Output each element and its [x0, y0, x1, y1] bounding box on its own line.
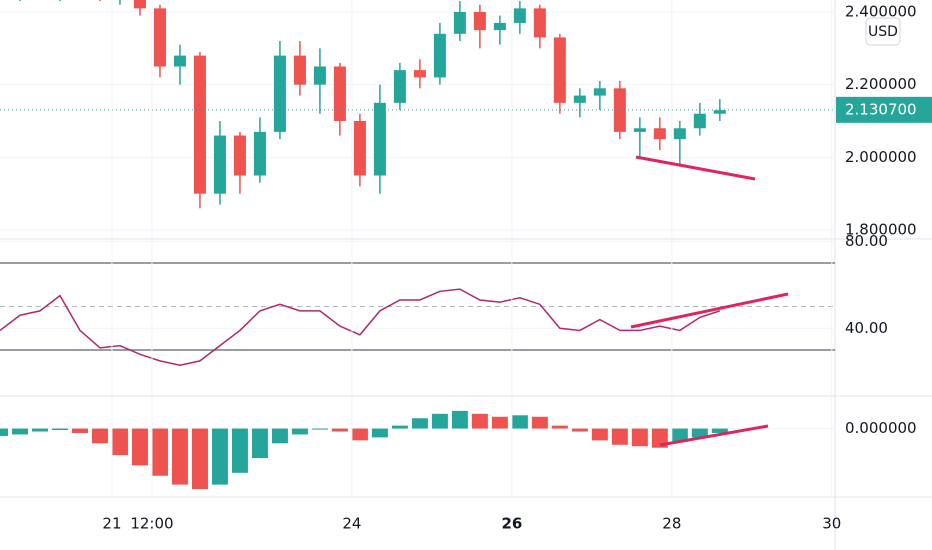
- histogram-bar: [431, 413, 448, 429]
- histogram-bar: [311, 428, 328, 430]
- candle-body: [373, 102, 386, 176]
- histogram-bar: [191, 428, 208, 490]
- candle-body: [453, 11, 466, 34]
- histogram-bar: [471, 413, 488, 429]
- histogram-bar: [631, 428, 648, 447]
- histogram-bar: [371, 428, 388, 438]
- candle-body: [173, 55, 186, 67]
- candle-body: [653, 128, 666, 140]
- y-tick-label: 80.00: [845, 232, 888, 250]
- candle-body: [513, 8, 526, 23]
- candle-body: [473, 11, 486, 31]
- histogram-bar: [511, 415, 528, 429]
- histogram-bar: [0, 428, 8, 436]
- x-tick-label: 12:00: [130, 515, 173, 533]
- histogram-bar: [411, 418, 428, 429]
- candle-body: [273, 55, 286, 132]
- histogram-bar: [131, 428, 148, 466]
- histogram-bar: [351, 428, 368, 441]
- candle-body: [133, 0, 146, 9]
- histogram-bar: [671, 428, 688, 442]
- histogram-bar: [231, 428, 248, 473]
- candle-body: [393, 70, 406, 103]
- histogram-bar: [331, 428, 348, 432]
- candle-body: [613, 88, 626, 132]
- x-tick-label: 24: [342, 515, 361, 533]
- histogram-bar: [271, 428, 288, 444]
- candle-body: [533, 8, 546, 38]
- histogram-bar: [391, 425, 408, 429]
- currency: USD: [868, 24, 898, 40]
- histogram-bar: [291, 428, 308, 435]
- rsi-pane: [0, 240, 835, 366]
- histogram-bar: [251, 428, 268, 459]
- candle-body: [693, 113, 706, 129]
- candle-body: [713, 110, 726, 114]
- candle-body: [433, 33, 446, 78]
- histogram-bar: [611, 428, 628, 445]
- x-tick-label: 30: [822, 515, 841, 533]
- candle-body: [413, 70, 426, 78]
- histogram-bar: [111, 428, 128, 456]
- candle-body: [633, 128, 646, 132]
- histogram-bar: [11, 428, 28, 435]
- currency-box[interactable]: [865, 17, 901, 46]
- candle-body: [573, 95, 586, 103]
- x-tick-label: 28: [662, 515, 681, 533]
- histogram-bar: [31, 428, 48, 432]
- candle-body: [313, 66, 326, 85]
- candle-body: [193, 55, 206, 194]
- price-pane: [0, 0, 835, 231]
- candle-body: [673, 128, 686, 140]
- y-tick-label: 0.000000: [845, 419, 917, 437]
- last-price-box: [836, 96, 932, 123]
- candle-body: [333, 66, 346, 121]
- y-tick-label: 2.200000: [845, 75, 917, 93]
- last-price-label: 2.130700: [845, 100, 917, 118]
- histogram-bar: [211, 428, 228, 485]
- histogram-bar: [691, 428, 708, 438]
- candle-body: [153, 8, 166, 67]
- candle-body: [553, 37, 566, 103]
- axes: 21 12:00 24 26 28 30 2.400000 2.200000 2.000000 1…: [102, 0, 932, 533]
- histogram-bar: [491, 416, 508, 429]
- histogram-bar: [551, 425, 568, 429]
- candle-body: [233, 135, 246, 176]
- histogram-bar: [531, 416, 548, 429]
- drawn-trendline: [630, 292, 789, 329]
- y-tick-label: 1.800000: [845, 221, 917, 239]
- macd-pane: [0, 410, 835, 490]
- histogram-bar: [151, 428, 168, 476]
- histogram-bar: [171, 428, 188, 485]
- y-tick-label: 2.000000: [845, 148, 917, 166]
- histogram-bar: [591, 428, 608, 441]
- y-tick-label: 2.400000: [845, 2, 917, 20]
- drawn-trendline: [635, 155, 756, 181]
- y-tick-label: 40.00: [845, 319, 888, 337]
- rsi-line: [0, 288, 721, 366]
- histogram-bar: [91, 428, 108, 444]
- histogram-bar: [71, 428, 88, 433]
- candle-body: [353, 120, 366, 176]
- histogram-bar: [711, 428, 728, 433]
- histogram-bar: [451, 410, 468, 429]
- candle-body: [213, 135, 226, 194]
- histogram-bar: [51, 428, 68, 431]
- histogram-bar: [571, 428, 588, 432]
- candle-body: [593, 88, 606, 96]
- drawn-trendline: [659, 424, 769, 447]
- x-tick-label: 21: [102, 515, 121, 533]
- candle-body: [493, 22, 506, 31]
- candle-body: [253, 131, 266, 176]
- x-tick-label: 26: [501, 515, 522, 533]
- candle-body: [293, 55, 306, 85]
